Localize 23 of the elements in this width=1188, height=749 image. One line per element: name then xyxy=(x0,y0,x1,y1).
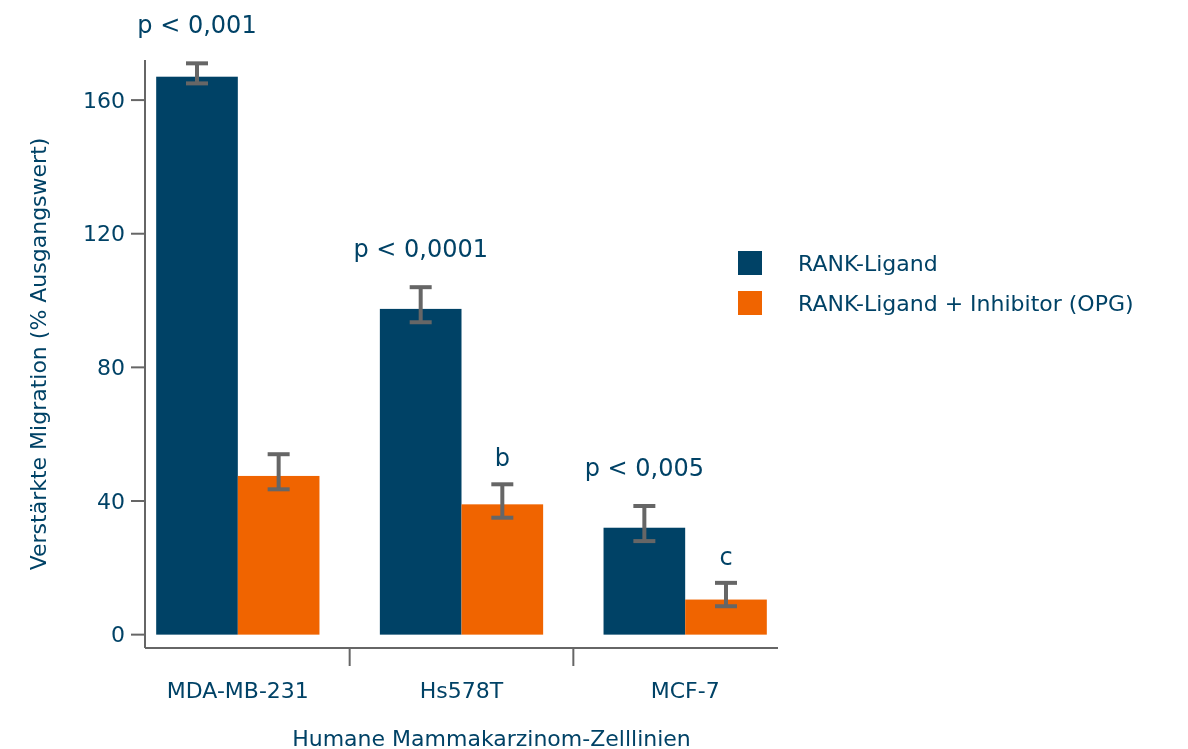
bar xyxy=(156,76,238,635)
y-tick-label: 160 xyxy=(83,87,125,113)
legend-label: RANK-Ligand + Inhibitor (OPG) xyxy=(798,290,1134,316)
y-tick-label: 80 xyxy=(97,355,125,381)
x-tick-label: MCF-7 xyxy=(650,678,720,703)
bar xyxy=(461,504,544,635)
annotation: p < 0,0001 xyxy=(353,235,488,264)
x-axis-title: Humane Mammakarzinom-Zelllinien xyxy=(292,726,691,749)
y-tick-label: 40 xyxy=(97,488,125,514)
x-tick-label: Hs578T xyxy=(419,678,504,703)
bar xyxy=(379,308,462,635)
annotation: c xyxy=(719,542,733,571)
bar xyxy=(603,527,686,635)
x-tick-label: MDA-MB-231 xyxy=(166,678,309,703)
bar xyxy=(685,599,767,635)
legend-label: RANK-Ligand xyxy=(798,250,938,276)
text: p < 0,001 xyxy=(137,11,257,40)
bar xyxy=(237,475,320,635)
annotation: p < 0,005 xyxy=(584,454,705,483)
y-tick-label: 0 xyxy=(111,622,125,648)
y-tick-label: 120 xyxy=(83,221,125,247)
annotation: b xyxy=(494,444,510,473)
y-axis-title: Verstärkte Migration (% Ausgangswert) xyxy=(26,137,51,571)
